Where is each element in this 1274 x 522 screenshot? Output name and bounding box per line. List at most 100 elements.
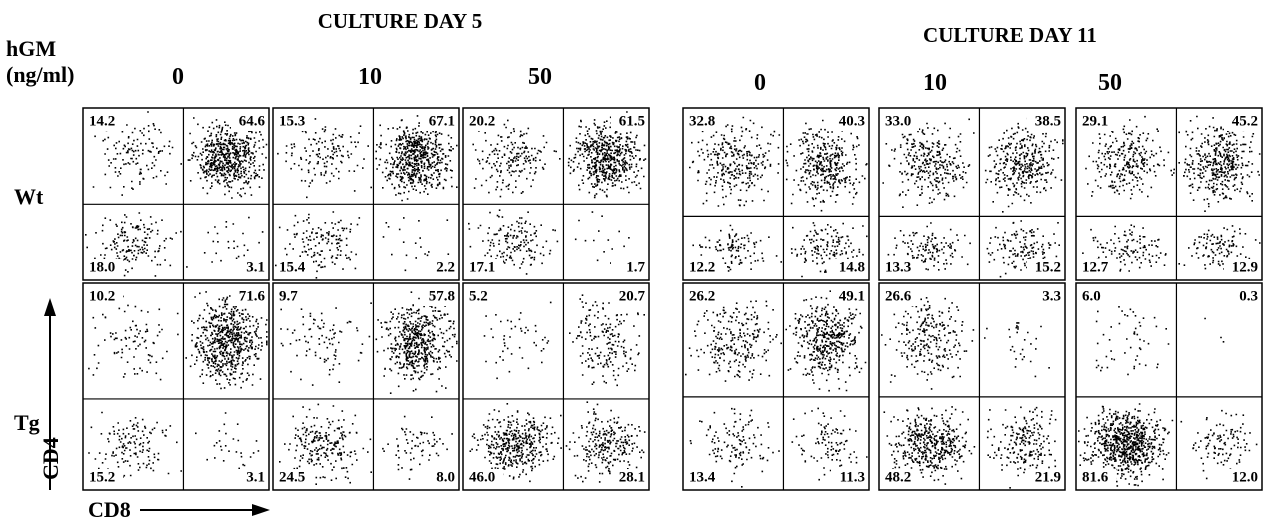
quadrant-percent: 10.2 [89,288,115,304]
label-bg [467,113,503,131]
label-bg [277,288,313,306]
label-bg [421,259,457,277]
label-bg [277,259,313,277]
label-bg [1027,259,1063,277]
label-bg [1080,469,1116,487]
cytometry-dots [375,115,458,202]
label-bg [1027,469,1063,487]
hgm-unit: (ng/ml) [6,62,74,87]
label-bg [467,469,503,487]
panel-frame [462,282,650,491]
hgm-label: hGM [6,36,56,61]
label-bg [277,113,313,131]
label-bg [687,288,723,306]
y-axis-label: CD4 [38,437,63,480]
quadrant-percent: 48.2 [885,469,911,485]
quadrant-percent: 64.6 [239,113,266,129]
quadrant-percent: 15.2 [89,469,115,485]
quadrant-percent: 20.7 [619,288,646,304]
label-bg [883,259,919,277]
column-label: 10 [358,64,382,90]
label-bg [883,469,919,487]
cytometry-dots [1078,403,1174,487]
row-label: Tg [14,410,40,435]
quadrant-percent: 5.2 [469,288,488,304]
quadrant-percent: 14.2 [89,113,115,129]
cytometry-dots [883,406,976,485]
label-bg [687,259,723,277]
cytometry-dots [565,401,646,487]
label-bg [231,259,267,277]
quadrant-percent: 28.1 [619,469,645,485]
quadrant-percent: 81.6 [1082,469,1109,485]
cytometry-dots [574,211,630,264]
panel-frame [272,282,460,491]
panel-frame [878,282,1066,491]
label-bg [1224,113,1260,131]
quadrant-percent: 8.0 [436,469,455,485]
label-bg [831,113,867,131]
label-bg [87,288,123,306]
label-bg [231,469,267,487]
column-label: 0 [754,70,766,96]
cytometry-dots [986,220,1060,278]
quadrant-percent: 13.4 [689,469,716,485]
label-bg [1027,288,1063,306]
cytometry-dots [689,116,781,207]
cd8-arrowhead [252,504,270,516]
cytometry-dots [986,406,1057,489]
cytometry-dots [567,111,647,199]
quadrant-percent: 18.0 [89,259,115,275]
label-bg [421,288,457,306]
label-bg [277,469,313,487]
label-bg [611,113,647,131]
quadrant-percent: 1.7 [626,259,645,275]
label-bg [87,259,123,277]
cytometry-dots [88,295,179,381]
x-axis-label: CD8 [88,497,131,522]
cytometry-dots [689,407,780,488]
quadrant-percent: 3.1 [246,259,265,275]
quadrant-percent: 71.6 [239,288,266,304]
label-bg [611,259,647,277]
cytometry-dots [785,119,868,212]
panel-frame [682,107,870,281]
cytometry-dots [984,300,1050,378]
label-bg [1080,288,1116,306]
cytometry-dots [1178,225,1261,270]
label-bg [1224,288,1260,306]
label-bg [231,288,267,306]
panel-frame [82,282,270,491]
label-bg [883,113,919,131]
cytometry-dots [1178,115,1261,212]
quadrant-percent: 9.7 [279,288,298,304]
quadrant-percent: 49.1 [839,288,865,304]
panel-frame [1075,282,1263,491]
quadrant-percent: 15.3 [279,113,305,129]
label-bg [687,113,723,131]
cytometry-dots [881,297,975,390]
label-bg [87,469,123,487]
quadrant-percent: 11.3 [840,469,865,485]
label-bg [1027,113,1063,131]
label-bg [1080,113,1116,131]
cytometry-dots [685,300,782,382]
quadrant-percent: 15.2 [1035,259,1061,275]
label-bg [883,288,919,306]
quadrant-percent: 40.3 [839,113,865,129]
cytometry-dots [1095,298,1170,376]
label-bg [421,469,457,487]
column-label: 10 [923,70,947,96]
quadrant-percent: 29.1 [1082,113,1108,129]
cytometry-dots [375,291,458,394]
quadrant-percent: 61.5 [619,113,645,129]
label-bg [611,288,647,306]
quadrant-percent: 67.1 [429,113,455,129]
quadrant-percent: 32.8 [689,113,715,129]
cytometry-dots [1204,317,1225,343]
label-bg [231,113,267,131]
label-bg [467,288,503,306]
cytometry-dots [472,119,561,198]
quadrant-percent: 57.8 [429,288,455,304]
quadrant-percent: 12.7 [1082,259,1109,275]
